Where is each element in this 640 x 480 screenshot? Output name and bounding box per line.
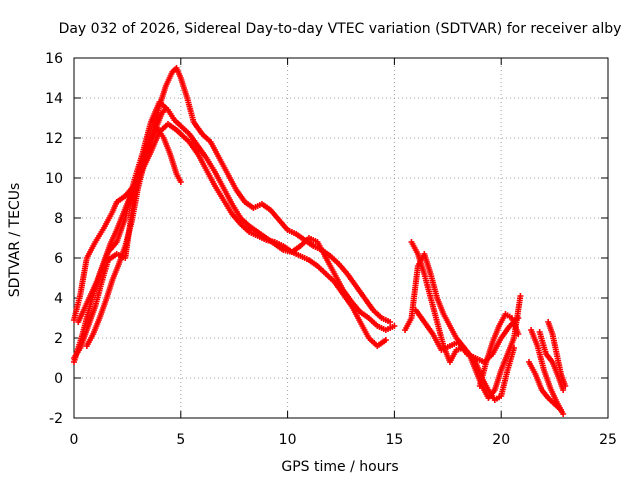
y-axis-label: SDTVAR / TECUs: [7, 183, 23, 298]
data-point: [162, 105, 169, 111]
data-point: [391, 323, 398, 329]
grid-lines: [74, 58, 608, 418]
data-point: [387, 319, 394, 325]
y-tick-label: 14: [45, 91, 63, 107]
x-tick-label: 10: [279, 432, 297, 448]
data-point: [177, 179, 184, 185]
x-tick-label: 5: [176, 432, 185, 448]
y-tick-label: 2: [54, 331, 63, 347]
x-tick-label: 25: [599, 432, 617, 448]
data-point: [515, 315, 522, 321]
x-tick-label: 0: [70, 432, 79, 448]
data-point: [560, 387, 567, 393]
plot-frame: [73, 57, 609, 419]
chart-title: Day 032 of 2026, Sidereal Day-to-day VTE…: [59, 21, 622, 37]
data-point: [517, 293, 524, 299]
y-tick-label: 12: [45, 131, 63, 147]
y-tick-label: 10: [45, 171, 63, 187]
y-tick-label: 4: [54, 291, 63, 307]
y-tick-label: -2: [49, 411, 63, 427]
data-point: [515, 331, 522, 337]
data-point: [560, 411, 567, 417]
y-tick-label: 0: [54, 371, 63, 387]
y-tick-label: 6: [54, 251, 63, 267]
data-point: [382, 337, 389, 343]
data-points: [71, 65, 569, 417]
y-tick-label: 8: [54, 211, 63, 227]
x-tick-label: 15: [385, 432, 403, 448]
x-tick-label: 20: [492, 432, 510, 448]
x-axis-label: GPS time / hours: [281, 459, 398, 475]
y-tick-label: 16: [45, 51, 63, 67]
